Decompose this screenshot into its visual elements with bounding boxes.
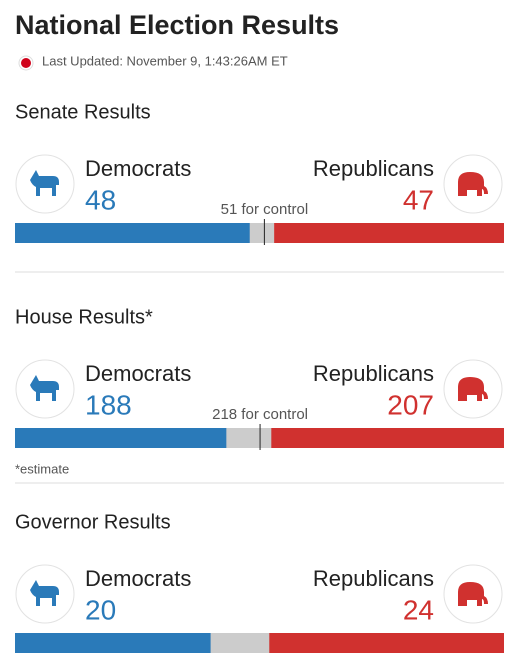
rep-seats: 207 bbox=[387, 389, 434, 420]
control-label: 218 for control bbox=[212, 406, 308, 423]
dem-seats: 20 bbox=[85, 594, 116, 625]
dem-label: Democrats bbox=[85, 566, 191, 591]
rep-icon-shape bbox=[458, 172, 488, 196]
rep-label: Republicans bbox=[313, 156, 434, 181]
rep-seats: 24 bbox=[403, 594, 434, 625]
title: National Election Results bbox=[15, 10, 339, 40]
dem-icon-shape bbox=[30, 170, 59, 196]
note: *estimate bbox=[15, 461, 69, 476]
dem-label: Democrats bbox=[85, 361, 191, 386]
live-dot bbox=[21, 58, 31, 68]
dem-seats: 188 bbox=[85, 389, 132, 420]
dem-bar bbox=[15, 428, 227, 448]
dem-bar bbox=[15, 223, 250, 243]
section-title: Senate Results bbox=[15, 101, 151, 123]
section-title: House Results* bbox=[15, 306, 153, 328]
updated: Last Updated: November 9, 1:43:26AM ET bbox=[42, 53, 288, 68]
dem-icon-shape bbox=[30, 580, 59, 606]
rep-icon-shape bbox=[458, 377, 488, 401]
dem-bar bbox=[15, 633, 211, 653]
rep-label: Republicans bbox=[313, 361, 434, 386]
section-title: Governor Results bbox=[15, 511, 171, 533]
rep-bar bbox=[269, 633, 504, 653]
rep-icon-shape bbox=[458, 582, 488, 606]
rep-bar bbox=[274, 223, 504, 243]
rep-seats: 47 bbox=[403, 184, 434, 215]
dem-label: Democrats bbox=[85, 156, 191, 181]
dem-icon-shape bbox=[30, 375, 59, 401]
rep-label: Republicans bbox=[313, 566, 434, 591]
control-label: 51 for control bbox=[221, 201, 309, 218]
dem-seats: 48 bbox=[85, 184, 116, 215]
rep-bar bbox=[271, 428, 504, 448]
